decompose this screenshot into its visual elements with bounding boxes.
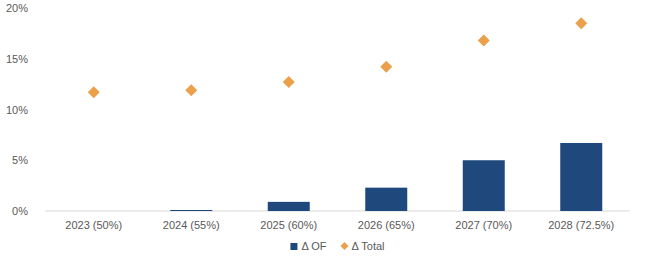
bar [170, 210, 212, 211]
x-tick-label: 2027 (70%) [455, 219, 512, 231]
legend-item: Δ OF [290, 240, 326, 252]
diamond-marker [88, 86, 100, 98]
bar [463, 160, 505, 211]
bar [560, 143, 602, 211]
legend-item: Δ Total [341, 240, 385, 252]
x-tick-label: 2026 (65%) [358, 219, 415, 231]
y-tick-label: 0% [12, 205, 28, 217]
diamond-marker [575, 17, 587, 29]
y-tick-label: 10% [6, 104, 28, 116]
x-tick-label: 2028 (72.5%) [548, 219, 614, 231]
bar [73, 211, 115, 212]
diamond-marker [185, 84, 197, 96]
y-tick-label: 5% [12, 154, 28, 166]
legend-label: Δ Total [352, 240, 385, 252]
legend-swatch [341, 242, 349, 250]
legend: Δ OF Δ Total [290, 240, 384, 252]
diamond-marker [283, 76, 295, 88]
chart-container: 0% 5% 10% 15% 20% 2023 (50%) 2024 (55%) 2025 (6… [0, 0, 645, 266]
x-tick-label: 2025 (60%) [260, 219, 317, 231]
y-tick-label: 20% [6, 2, 28, 14]
diamond-marker [380, 61, 392, 73]
chart-svg: 0% 5% 10% 15% 20% 2023 (50%) 2024 (55%) 2025 (6… [0, 0, 645, 266]
x-tick-label: 2024 (55%) [163, 219, 220, 231]
bar [365, 188, 407, 211]
x-axis-line [45, 211, 630, 212]
bar [268, 202, 310, 211]
x-tick-label: 2023 (50%) [65, 219, 122, 231]
legend-label: Δ OF [301, 240, 326, 252]
diamond-marker [478, 34, 490, 46]
y-tick-label: 15% [6, 53, 28, 65]
legend-swatch [290, 243, 297, 250]
plot-area [88, 17, 603, 211]
